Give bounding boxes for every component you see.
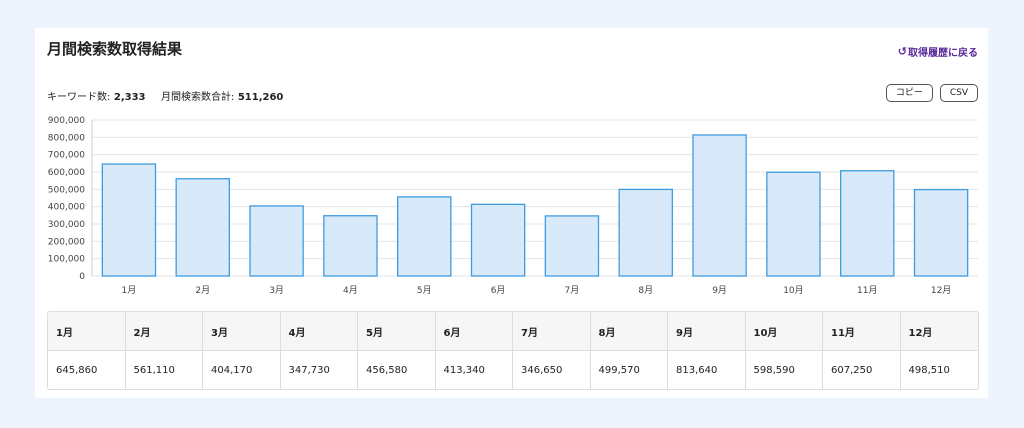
chart-bar [766, 171, 821, 277]
chart-bar [249, 205, 304, 277]
table-header-cell: 10月 [746, 312, 823, 350]
y-tick-label: 700,000 [48, 151, 85, 161]
copy-button[interactable]: コピー [885, 84, 933, 102]
x-tick-label: 2月 [195, 285, 210, 296]
table-header-cell: 4月 [281, 312, 358, 350]
chart-bar [618, 188, 673, 277]
chart-bar [323, 215, 378, 277]
x-tick-label: 7月 [565, 285, 580, 296]
x-tick-label: 12月 [931, 285, 951, 296]
keyword-count-value: 2,333 [113, 92, 146, 103]
x-tick-label: 3月 [269, 285, 284, 296]
table-header-cell: 5月 [358, 312, 436, 350]
x-tick-label: 11月 [857, 285, 877, 296]
total-searches-value: 511,260 [237, 92, 284, 103]
x-tick-label: 4月 [343, 285, 358, 296]
table-cell: 645,860 [48, 351, 126, 389]
table-header-cell: 8月 [591, 312, 668, 350]
table-header-cell: 2月 [126, 312, 203, 350]
monthly-values-table: 1月 2月 3月 4月 5月 6月 7月 8月 9月 10月 11月 12月 645,860 561,1… [47, 311, 979, 390]
table-row: 645,860 561,110 404,170 347,730 456,580 413,3… [48, 351, 978, 389]
page-title: 月間検索数取得結果 [47, 40, 183, 58]
table-header-cell: 6月 [436, 312, 513, 350]
table-cell: 499,570 [591, 351, 668, 389]
y-tick-label: 100,000 [48, 255, 85, 265]
table-cell: 404,170 [203, 351, 281, 389]
monthly-search-bar-chart: 0 100,000 200,000 300,000 400,000 500,000 600,… [48, 116, 978, 296]
table-header-cell: 9月 [668, 312, 746, 350]
chart-bar [397, 196, 452, 277]
chart-bar [544, 215, 600, 277]
y-tick-label: 500,000 [48, 185, 85, 195]
table-header-cell: 12月 [908, 327, 933, 339]
y-tick-label: 900,000 [48, 116, 85, 126]
y-tick-label: 400,000 [48, 203, 85, 213]
table-cell: 413,340 [436, 351, 513, 389]
back-link-label: 取得履歴に戻る [908, 48, 978, 59]
chart-bar [101, 163, 157, 277]
table-cell: 561,110 [126, 351, 203, 389]
keyword-count-label: キーワード数: [47, 92, 111, 103]
back-to-history-link[interactable]: ↺ 取得履歴に戻る [898, 44, 978, 59]
table-cell: 598,590 [746, 351, 823, 389]
x-tick-label: 1月 [122, 285, 137, 296]
chart-bar [913, 188, 969, 277]
results-card: 月間検索数取得結果 ↺ 取得履歴に戻る キーワード数: 2,333 月間検索数合… [35, 28, 988, 398]
chart-bar [840, 170, 895, 277]
table-header-cell: 7月 [513, 312, 591, 350]
total-searches-label: 月間検索数合計: [160, 92, 235, 103]
y-tick-label: 200,000 [48, 237, 85, 247]
x-tick-label: 5月 [417, 285, 432, 296]
y-tick-label: 0 [79, 272, 85, 282]
table-header-cell: 11月 [823, 312, 901, 350]
table-header-row: 1月 2月 3月 4月 5月 6月 7月 8月 9月 10月 11月 12月 [48, 312, 978, 351]
table-header-cell: 1月 [48, 312, 126, 350]
table-cell: 607,250 [823, 351, 901, 389]
csv-button[interactable]: CSV [939, 84, 978, 102]
summary-bar: キーワード数: 2,333 月間検索数合計: 511,260 [47, 88, 295, 103]
x-tick-label: 6月 [491, 285, 506, 296]
x-tick-label: 10月 [783, 285, 803, 296]
table-header-cell: 3月 [203, 312, 281, 350]
y-tick-label: 800,000 [48, 133, 85, 143]
x-tick-label: 8月 [638, 285, 653, 296]
chart-bar [692, 134, 747, 277]
table-cell: 456,580 [358, 351, 436, 389]
y-tick-label: 300,000 [48, 220, 85, 230]
chart-bar [470, 203, 526, 277]
table-cell: 346,650 [513, 351, 591, 389]
y-tick-label: 600,000 [48, 168, 85, 178]
x-tick-label: 9月 [712, 285, 727, 296]
chart-bar [175, 178, 230, 277]
table-cell: 813,640 [668, 351, 746, 389]
undo-icon: ↺ [897, 45, 907, 58]
table-cell: 347,730 [281, 351, 358, 389]
table-cell: 498,510 [908, 364, 950, 376]
export-buttons: コピー CSV [885, 84, 978, 102]
